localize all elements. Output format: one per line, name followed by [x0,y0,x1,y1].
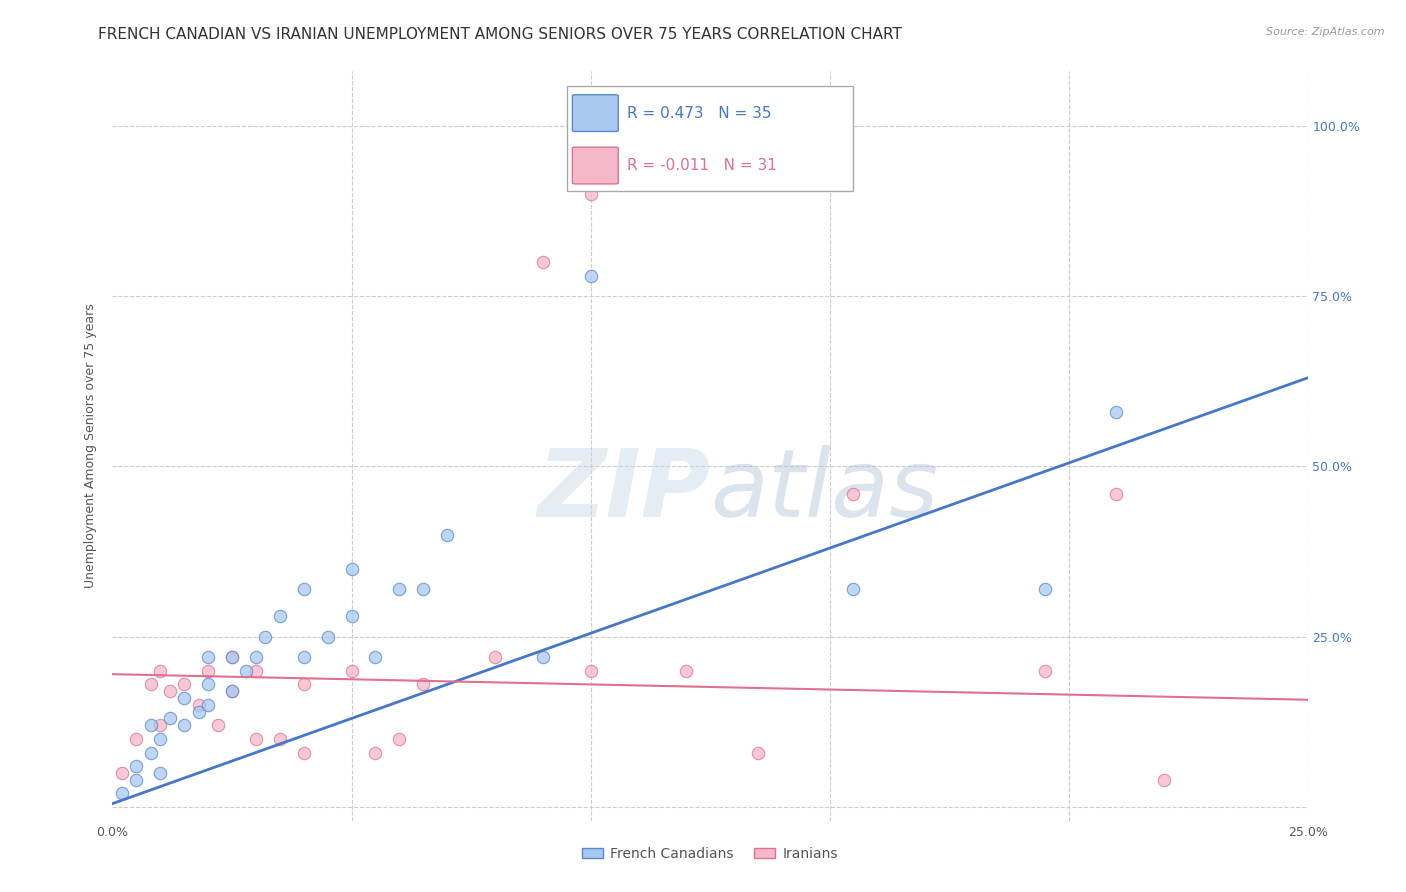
Point [187,698,209,712]
Point [579,186,602,201]
Point [125,759,148,773]
Point [197,677,219,691]
Point [159,684,181,698]
Point [173,677,195,691]
Point [316,630,339,644]
Point [292,650,315,665]
Point [139,746,162,760]
Point [1153,772,1175,787]
Point [1033,664,1056,678]
Point [149,766,172,780]
Point [364,650,387,665]
Point [1105,486,1128,500]
Point [221,684,243,698]
Point [235,664,257,678]
Point [842,486,865,500]
Point [747,746,769,760]
Point [149,664,172,678]
Point [842,582,865,596]
Point [125,772,148,787]
Point [579,664,602,678]
Point [269,731,291,746]
Point [723,119,745,133]
Point [388,582,411,596]
Text: FRENCH CANADIAN VS IRANIAN UNEMPLOYMENT AMONG SENIORS OVER 75 YEARS CORRELATION : FRENCH CANADIAN VS IRANIAN UNEMPLOYMENT … [98,27,903,42]
Point [1033,582,1056,596]
Point [207,718,229,732]
Point [254,630,277,644]
Point [221,684,243,698]
Point [412,677,434,691]
Point [173,691,195,706]
Point [149,731,172,746]
Point [340,561,363,575]
Point [292,582,315,596]
Point [221,650,243,665]
Text: Source: ZipAtlas.com: Source: ZipAtlas.com [1267,27,1385,37]
Point [484,650,506,665]
Point [173,718,195,732]
Point [292,746,315,760]
Point [292,677,315,691]
Point [221,650,243,665]
Text: atlas: atlas [710,445,938,536]
Point [579,268,602,283]
Point [245,664,267,678]
Point [111,766,134,780]
Point [159,711,181,725]
Text: ZIP: ZIP [537,445,710,537]
Y-axis label: Unemployment Among Seniors over 75 years: Unemployment Among Seniors over 75 years [83,303,97,589]
Point [340,609,363,624]
Point [436,527,458,541]
Point [245,650,267,665]
Point [187,705,209,719]
Legend: French Canadians, Iranians: French Canadians, Iranians [576,841,844,866]
Point [531,255,554,269]
Point [139,677,162,691]
Point [675,664,697,678]
Point [245,731,267,746]
Point [197,664,219,678]
Point [340,664,363,678]
Point [1105,405,1128,419]
Point [125,731,148,746]
Point [111,786,134,800]
Point [269,609,291,624]
Point [197,650,219,665]
Point [364,746,387,760]
Point [412,582,434,596]
Point [388,731,411,746]
Point [531,650,554,665]
Point [149,718,172,732]
Point [139,718,162,732]
Point [197,698,219,712]
